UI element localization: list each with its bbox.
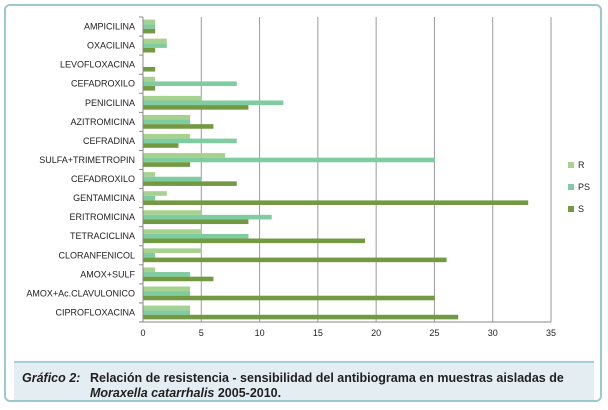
bar-s xyxy=(143,276,214,282)
figure-caption: Gráfico 2: Relación de resistencia - sen… xyxy=(14,361,594,400)
category-label: GENTAMICINA xyxy=(73,193,135,203)
x-tick-label: 25 xyxy=(429,328,439,338)
bar-ps xyxy=(143,138,237,144)
category-label: AZITROMICINA xyxy=(71,117,136,127)
bar-s xyxy=(143,86,156,91)
bar-ps xyxy=(143,252,156,258)
bar-ps xyxy=(143,176,202,182)
bar-r xyxy=(143,267,156,273)
bar-r xyxy=(143,19,156,25)
bar-ps xyxy=(143,81,237,87)
bar-s xyxy=(143,200,529,205)
legend-swatch-r xyxy=(568,162,574,168)
legend-label-s: S xyxy=(578,204,584,214)
bar-r xyxy=(143,210,202,215)
bar-r xyxy=(143,286,191,292)
bar-s xyxy=(143,238,365,244)
category-label: CIPROFLOXACINA xyxy=(55,307,135,317)
bar-ps xyxy=(143,119,191,125)
category-label: AMOX+SULF xyxy=(80,269,135,279)
bar-ps xyxy=(143,291,191,296)
bar-r xyxy=(143,305,191,311)
bar-s xyxy=(143,257,447,263)
bar-s xyxy=(143,28,156,34)
x-tick-label: 35 xyxy=(546,328,556,338)
figure-frame: 0 5 10 15 20 25 30 35 AMPICILINA OXACILINA LEVOFLO… xyxy=(4,4,602,402)
bar-s xyxy=(143,105,249,110)
category-label: CEFADROXILO xyxy=(71,174,135,184)
legend-label-r: R xyxy=(578,160,585,170)
x-tick-label: 10 xyxy=(255,328,265,338)
x-tick-label: 5 xyxy=(199,328,204,338)
bar-r xyxy=(143,114,191,120)
x-tick-label: 15 xyxy=(313,328,323,338)
x-tick-label: 30 xyxy=(488,328,498,338)
bar-ps xyxy=(143,310,191,315)
caption-tail: 2005-2010. xyxy=(214,386,282,400)
bar-ps xyxy=(143,195,156,201)
bar-s xyxy=(143,295,435,301)
legend-swatch-ps xyxy=(568,184,574,190)
legend-label-ps: PS xyxy=(578,182,590,192)
caption-species: Moraxella catarrhalis xyxy=(90,386,215,400)
bar-r xyxy=(143,76,156,82)
bar-r xyxy=(143,38,167,44)
bar-s xyxy=(143,124,214,129)
bar-s xyxy=(143,143,179,148)
bar-s xyxy=(143,219,249,225)
caption-body: Relación de resistencia - sensibilidad d… xyxy=(90,371,588,400)
category-label: OXACILINA xyxy=(87,41,135,51)
bar-ps xyxy=(143,100,284,106)
category-label: AMOX+Ac.CLAVULONICO xyxy=(26,288,135,298)
bar-ps xyxy=(143,24,156,29)
legend-swatch-s xyxy=(568,206,574,212)
category-label: LEVOFLOXACINA xyxy=(60,60,135,70)
bar-s xyxy=(143,181,237,186)
bar-s xyxy=(143,66,156,72)
category-label: ERITROMICINA xyxy=(69,212,135,222)
bar-r xyxy=(143,229,202,234)
x-tick-label: 0 xyxy=(140,328,145,338)
bar-chart: 0 5 10 15 20 25 30 35 AMPICILINA OXACILINA LEVOFLO… xyxy=(26,16,590,338)
bar-ps xyxy=(143,157,435,163)
bar-r xyxy=(143,191,167,196)
bar-ps xyxy=(143,43,167,48)
caption-text: Relación de resistencia - sensibilidad d… xyxy=(90,371,564,385)
bar-r xyxy=(143,248,202,253)
bar-s xyxy=(143,314,459,320)
bar-s xyxy=(143,47,156,53)
category-label: TETRACICLINA xyxy=(70,231,135,241)
category-label: CLORANFENICOL xyxy=(58,250,135,260)
category-label: CEFRADINA xyxy=(83,136,135,146)
bar-r xyxy=(143,95,202,101)
category-label: CEFADROXILO xyxy=(71,79,135,89)
caption-label: Gráfico 2: xyxy=(22,371,81,385)
bar-r xyxy=(143,172,156,177)
bar-ps xyxy=(143,272,191,277)
bar-r xyxy=(143,134,191,139)
bar-ps xyxy=(143,233,249,239)
category-label: PENICILINA xyxy=(85,98,135,108)
category-label: AMPICILINA xyxy=(84,22,135,32)
bar-s xyxy=(143,162,191,167)
category-label: SULFA+TRIMETROPIN xyxy=(39,155,135,165)
bar-ps xyxy=(143,214,272,220)
x-tick-label: 20 xyxy=(371,328,381,338)
bar-r xyxy=(143,153,226,158)
